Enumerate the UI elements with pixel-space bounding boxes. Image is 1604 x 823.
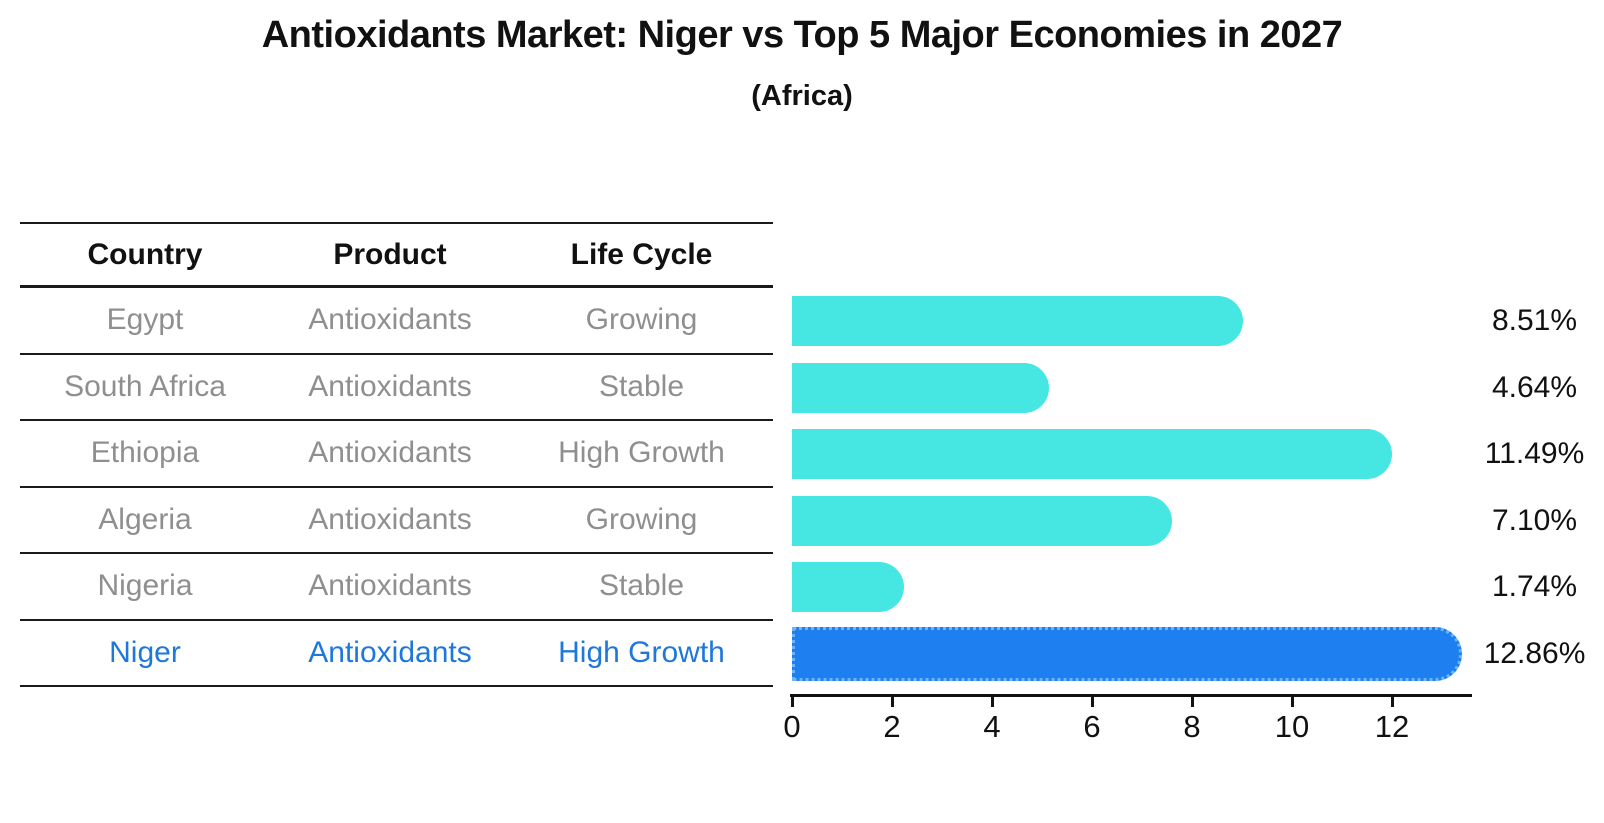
bar-track xyxy=(792,621,1472,688)
bar-track xyxy=(792,488,1472,555)
table-row-south-africa: South Africa Antioxidants Stable 4.64% xyxy=(0,355,1604,422)
table-body: Egypt Antioxidants Growing 8.51% South Afric… xyxy=(0,288,1604,687)
x-axis: 0 2 4 6 8 10 12 xyxy=(783,694,1472,757)
life-cycle-cell: High Growth xyxy=(558,436,725,470)
x-axis-tick xyxy=(1191,697,1194,707)
bar-ethiopia xyxy=(792,429,1392,480)
table-row-cells: Egypt Antioxidants Growing xyxy=(20,288,773,355)
table-row-niger: Niger Antioxidants High Growth 12.86% xyxy=(0,621,1604,688)
life-cycle-cell: High Growth xyxy=(558,635,725,669)
life-cycle-cell: Growing xyxy=(585,303,698,337)
value-label-niger: 12.86% xyxy=(1483,636,1586,670)
value-label-ethiopia: 11.49% xyxy=(1484,437,1585,471)
chart-subtitle: (Africa) xyxy=(751,80,853,112)
x-axis-tick xyxy=(1391,697,1394,707)
table-row-cells: South Africa Antioxidants Stable xyxy=(20,355,773,421)
value-label-egypt: 8.51% xyxy=(1491,304,1578,338)
x-axis-tick-label: 10 xyxy=(1274,709,1310,744)
table-row-egypt: Egypt Antioxidants Growing 8.51% xyxy=(0,288,1604,355)
country-cell: Egypt xyxy=(106,303,184,337)
bar-egypt xyxy=(792,296,1243,347)
bar-track xyxy=(792,355,1472,422)
x-axis-tick xyxy=(991,697,994,707)
life-cycle-cell: Stable xyxy=(598,569,685,603)
table-row-cells: Algeria Antioxidants Growing xyxy=(20,488,773,554)
x-axis-tick-label: 8 xyxy=(1183,709,1201,744)
product-cell: Antioxidants xyxy=(308,369,472,403)
x-axis-tick xyxy=(1091,697,1094,707)
country-cell: Ethiopia xyxy=(90,436,200,470)
bar-track xyxy=(792,554,1472,621)
x-axis-tick-label: 0 xyxy=(783,709,801,744)
x-axis-tick xyxy=(891,697,894,707)
table-row-cells: Nigeria Antioxidants Stable xyxy=(20,554,773,621)
bar-algeria xyxy=(792,495,1172,546)
country-cell: Niger xyxy=(109,635,181,669)
table-row-algeria: Algeria Antioxidants Growing 7.10% xyxy=(0,488,1604,555)
value-label-algeria: 7.10% xyxy=(1491,503,1578,537)
chart-title: Antioxidants Market: Niger vs Top 5 Majo… xyxy=(261,14,1343,56)
table-header-row: Country Product Life Cycle xyxy=(20,222,773,288)
bar-track xyxy=(792,288,1472,355)
x-axis-tick-label: 12 xyxy=(1374,709,1410,744)
column-header-product: Product xyxy=(333,237,447,271)
product-cell: Antioxidants xyxy=(308,569,472,603)
life-cycle-cell: Stable xyxy=(598,369,685,403)
country-cell: Algeria xyxy=(98,502,192,536)
x-axis-tick-label: 2 xyxy=(883,709,901,744)
table-row-cells: Ethiopia Antioxidants High Growth xyxy=(20,421,773,488)
product-cell: Antioxidants xyxy=(308,436,472,470)
value-label-nigeria: 1.74% xyxy=(1491,570,1578,604)
value-label-south-africa: 4.64% xyxy=(1491,370,1578,404)
country-cell: Nigeria xyxy=(97,569,193,603)
bar-track xyxy=(792,421,1472,488)
column-header-life-cycle: Life Cycle xyxy=(570,237,713,271)
bar-nigeria xyxy=(792,562,904,613)
bar-south-africa xyxy=(792,362,1049,413)
country-cell: South Africa xyxy=(64,369,226,403)
x-axis-tick-label: 6 xyxy=(1083,709,1101,744)
product-cell: Antioxidants xyxy=(308,303,472,337)
x-axis-tick xyxy=(791,697,794,707)
product-cell: Antioxidants xyxy=(308,502,472,536)
column-header-country: Country xyxy=(87,237,203,271)
product-cell: Antioxidants xyxy=(308,635,472,669)
table-row-nigeria: Nigeria Antioxidants Stable 1.74% xyxy=(0,554,1604,621)
x-axis-tick xyxy=(1291,697,1294,707)
life-cycle-cell: Growing xyxy=(585,502,698,536)
table-row-ethiopia: Ethiopia Antioxidants High Growth 11.49% xyxy=(0,421,1604,488)
x-axis-tick-label: 4 xyxy=(983,709,1001,744)
bar-niger xyxy=(792,626,1462,681)
table-row-cells: Niger Antioxidants High Growth xyxy=(20,621,773,687)
